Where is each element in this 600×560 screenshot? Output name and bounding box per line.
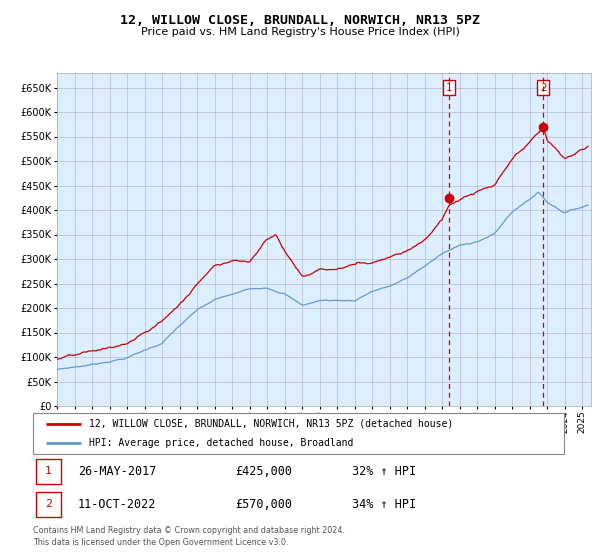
Text: 2: 2 [45,500,52,510]
Text: HPI: Average price, detached house, Broadland: HPI: Average price, detached house, Broa… [89,437,353,447]
Text: 34% ↑ HPI: 34% ↑ HPI [352,498,416,511]
Text: 1: 1 [45,466,52,477]
FancyBboxPatch shape [35,492,61,517]
Text: 32% ↑ HPI: 32% ↑ HPI [352,465,416,478]
FancyBboxPatch shape [33,413,564,454]
Text: £570,000: £570,000 [235,498,292,511]
Text: 1: 1 [446,83,452,93]
Text: 26-MAY-2017: 26-MAY-2017 [78,465,157,478]
Text: Price paid vs. HM Land Registry's House Price Index (HPI): Price paid vs. HM Land Registry's House … [140,27,460,37]
Text: 12, WILLOW CLOSE, BRUNDALL, NORWICH, NR13 5PZ (detached house): 12, WILLOW CLOSE, BRUNDALL, NORWICH, NR1… [89,419,453,429]
Text: £425,000: £425,000 [235,465,292,478]
FancyBboxPatch shape [35,459,61,484]
Text: 11-OCT-2022: 11-OCT-2022 [78,498,157,511]
Text: Contains HM Land Registry data © Crown copyright and database right 2024.
This d: Contains HM Land Registry data © Crown c… [33,526,345,547]
Text: 12, WILLOW CLOSE, BRUNDALL, NORWICH, NR13 5PZ: 12, WILLOW CLOSE, BRUNDALL, NORWICH, NR1… [120,14,480,27]
Text: 2: 2 [540,83,547,93]
